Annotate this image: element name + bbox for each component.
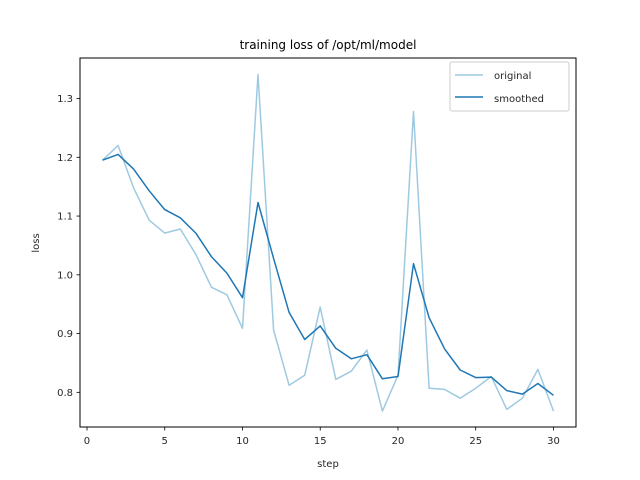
legend-label-smoothed: smoothed [494,94,544,105]
plot-lines [101,73,555,412]
y-axis-label: loss [31,233,42,252]
y-tick-label: 1.3 [57,94,73,105]
x-tick-label: 25 [469,436,482,447]
y-tick-label: 0.9 [57,329,73,340]
y-axis: 0.8 0.9 1.0 1.1 1.2 1.3 [57,94,80,399]
x-tick-label: 30 [547,436,560,447]
y-tick-label: 1.0 [57,270,73,281]
y-tick-label: 1.1 [57,212,73,223]
plot-frame [79,57,577,428]
x-tick-label: 20 [392,436,405,447]
legend-label-original: original [494,71,531,82]
x-tick-label: 5 [162,436,168,447]
y-tick-label: 0.8 [57,388,73,399]
x-tick-label: 0 [84,436,90,447]
legend: original smoothed [449,61,570,112]
x-axis: 0 5 10 15 20 25 30 [84,427,560,447]
series-line-original [101,73,555,412]
series-line-smoothed [102,153,554,396]
y-tick-label: 1.2 [57,153,73,164]
x-tick-label: 10 [236,436,249,447]
x-tick-label: 15 [314,436,327,447]
x-axis-label: step [317,459,339,470]
chart-title: training loss of /opt/ml/model [240,38,417,52]
